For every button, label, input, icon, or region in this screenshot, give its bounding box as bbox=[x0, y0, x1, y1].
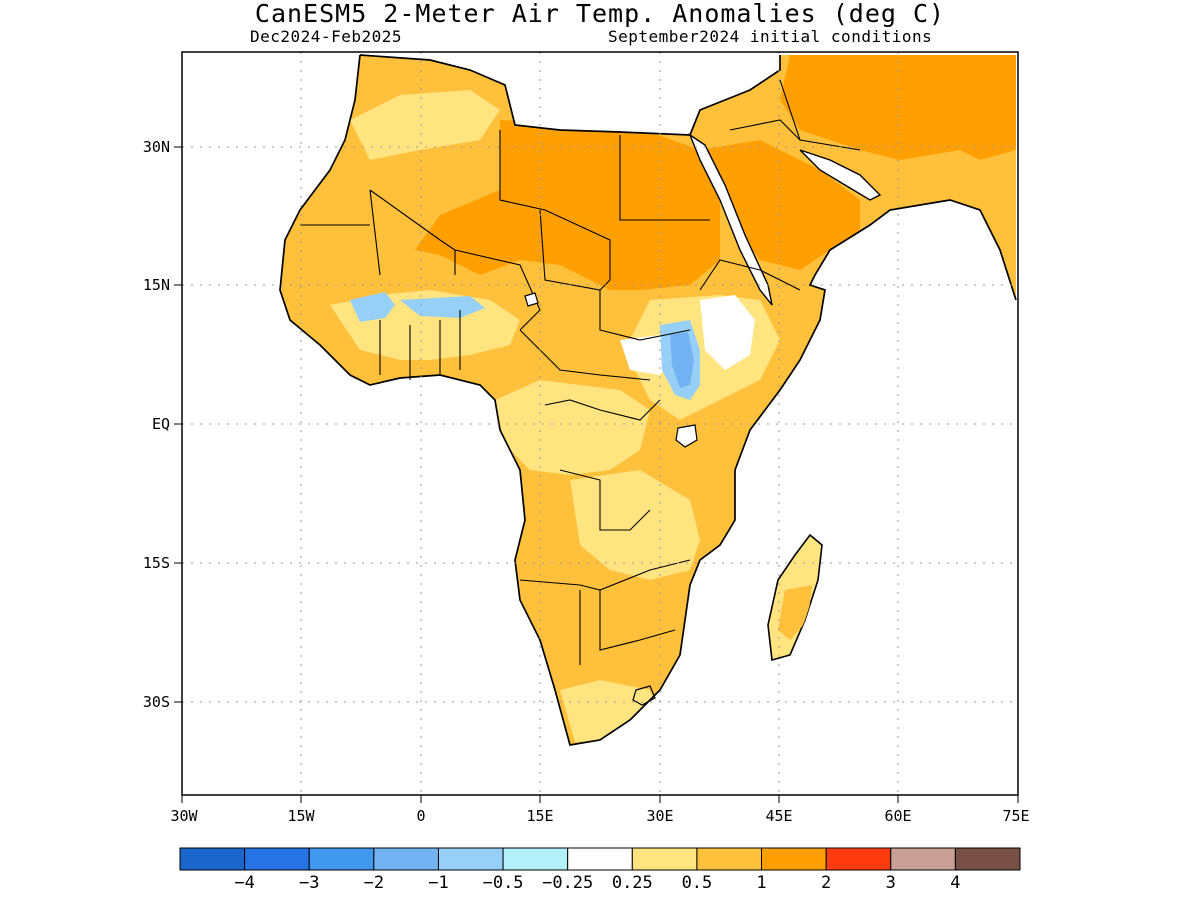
neutral-east-africa bbox=[700, 295, 755, 370]
country-borders bbox=[300, 79, 861, 665]
colorbar-swatch bbox=[437, 847, 504, 871]
colorbar-label: 0.25 bbox=[612, 873, 653, 893]
lat-label: 30N bbox=[143, 138, 170, 156]
lon-label: 15E bbox=[526, 807, 553, 825]
colorbar: −4 −3 −2 −1 −0.5 −0.25 0.25 0.5 1 2 3 4 bbox=[179, 847, 1021, 893]
strong-warming-arabia bbox=[700, 140, 860, 270]
map-title: CanESM5 2-Meter Air Temp. Anomalies (deg… bbox=[254, 0, 946, 28]
colorbar-label: 2 bbox=[821, 873, 831, 893]
lon-label: 75E bbox=[1002, 807, 1029, 825]
latitude-labels: 30N 15N EQ 15S 30S bbox=[143, 138, 170, 711]
madagascar-warm-core bbox=[778, 585, 812, 640]
colorbar-label: −3 bbox=[299, 873, 319, 893]
cool-east-africa-core bbox=[670, 332, 694, 388]
red-sea-outline bbox=[688, 133, 773, 306]
colorbar-label: 4 bbox=[950, 873, 960, 893]
colorbar-swatch bbox=[825, 847, 892, 871]
lon-label: 30E bbox=[646, 807, 673, 825]
lat-label: 15N bbox=[143, 276, 170, 294]
lat-label: 30S bbox=[143, 693, 170, 711]
cool-sahel-west bbox=[350, 292, 395, 322]
colorbar-label: 1 bbox=[756, 873, 766, 893]
colorbar-label: −1 bbox=[428, 873, 448, 893]
map-content bbox=[182, 52, 1018, 795]
colorbar-label: −0.25 bbox=[542, 873, 593, 893]
initial-conditions-label: September2024 initial conditions bbox=[608, 27, 933, 46]
lon-label: 45E bbox=[765, 807, 792, 825]
colorbar-swatch bbox=[761, 847, 827, 871]
persian-gulf-outline bbox=[799, 149, 882, 201]
lon-label: 0 bbox=[416, 807, 425, 825]
colorbar-label: −4 bbox=[234, 873, 254, 893]
colorbar-label: −0.5 bbox=[483, 873, 524, 893]
longitude-labels: 30W 15W 0 15E 30E 45E 60E 75E bbox=[170, 807, 1029, 825]
weak-warming-north-africa bbox=[350, 90, 500, 160]
lake-chad bbox=[524, 292, 539, 307]
weak-warming-central-africa bbox=[495, 380, 650, 475]
colorbar-swatch bbox=[502, 847, 569, 871]
lon-label: 60E bbox=[884, 807, 911, 825]
lake-victoria bbox=[675, 424, 698, 448]
colorbar-swatch bbox=[179, 847, 246, 871]
lon-label: 30W bbox=[170, 807, 198, 825]
lesotho-border bbox=[632, 685, 656, 706]
colorbar-swatch bbox=[308, 847, 375, 871]
axis-ticks bbox=[174, 146, 1019, 803]
lat-label: 15S bbox=[143, 554, 170, 572]
strong-warming-sahara bbox=[415, 120, 720, 290]
season-label: Dec2024-Feb2025 bbox=[250, 27, 402, 46]
coastline bbox=[279, 54, 1017, 746]
colorbar-label: 3 bbox=[886, 873, 896, 893]
colorbar-swatch bbox=[696, 847, 763, 871]
lon-label: 15W bbox=[287, 807, 315, 825]
colorbar-label: 0.5 bbox=[682, 873, 713, 893]
colorbar-label: −2 bbox=[364, 873, 384, 893]
colorbar-swatch bbox=[244, 847, 310, 871]
colorbar-swatch bbox=[954, 847, 1021, 871]
colorbar-swatch bbox=[373, 847, 439, 871]
cool-sahel-central bbox=[400, 296, 485, 318]
colorbar-swatch bbox=[567, 847, 633, 871]
lat-label: EQ bbox=[152, 415, 170, 433]
colorbar-swatch bbox=[890, 847, 956, 871]
colorbar-swatch bbox=[631, 847, 698, 871]
